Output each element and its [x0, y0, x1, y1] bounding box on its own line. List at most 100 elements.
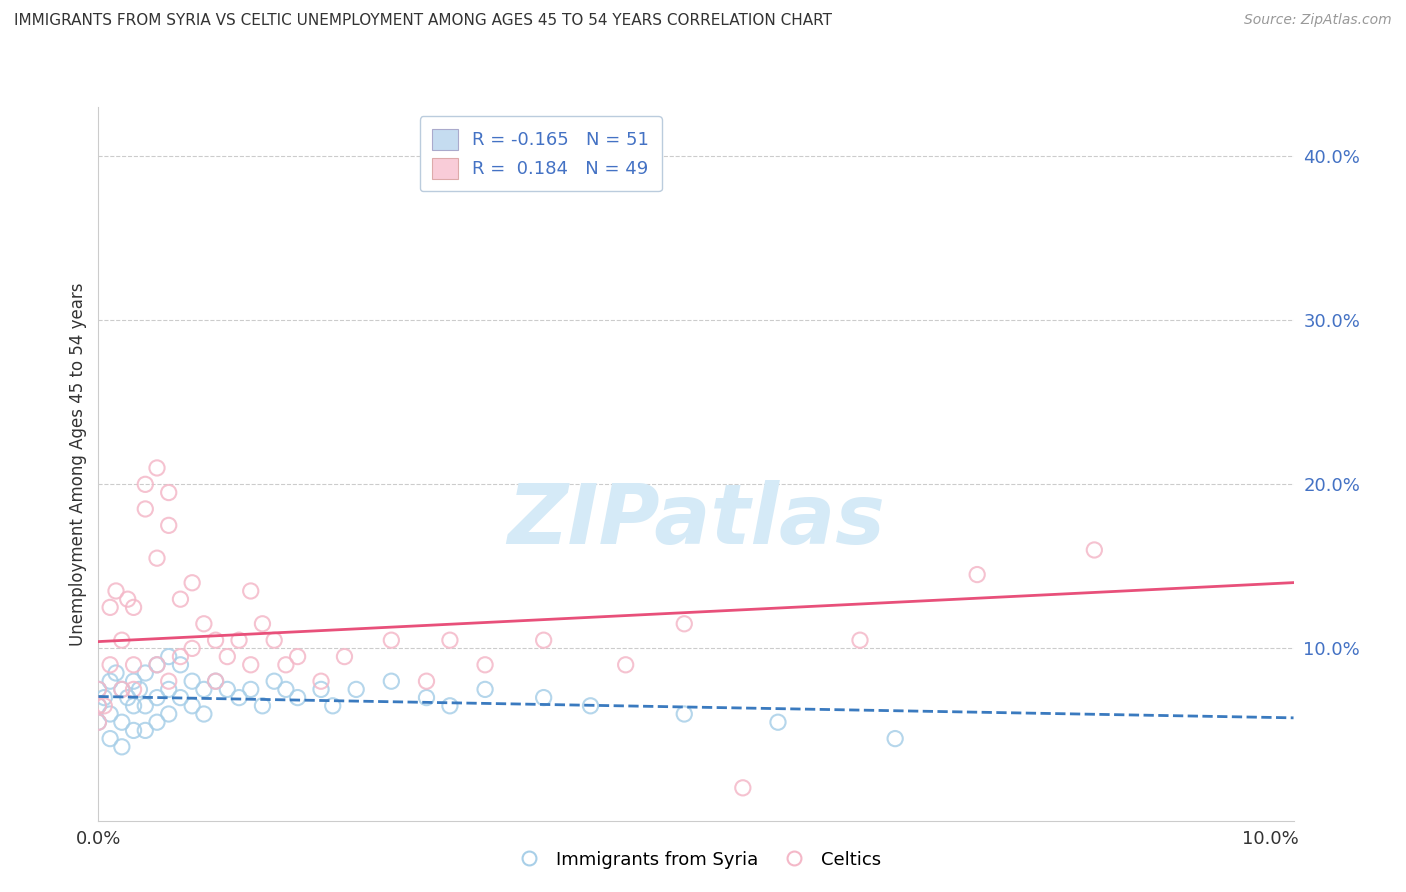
Point: [614, 657, 637, 672]
Point: [239, 584, 262, 599]
Point: [117, 592, 139, 607]
Point: [193, 682, 215, 697]
Point: [181, 575, 204, 590]
Point: [146, 657, 169, 672]
Point: [239, 682, 262, 697]
Point: [87, 698, 110, 713]
Point: [98, 600, 121, 615]
Point: [439, 698, 461, 713]
Point: [122, 674, 145, 689]
Point: [380, 674, 402, 689]
Point: [157, 649, 180, 664]
Point: [111, 739, 134, 754]
Text: IMMIGRANTS FROM SYRIA VS CELTIC UNEMPLOYMENT AMONG AGES 45 TO 54 YEARS CORRELATI: IMMIGRANTS FROM SYRIA VS CELTIC UNEMPLOY…: [14, 13, 832, 29]
Point: [239, 657, 262, 672]
Point: [579, 698, 602, 713]
Point: [146, 551, 169, 566]
Point: [98, 674, 121, 689]
Point: [93, 690, 115, 705]
Point: [122, 723, 145, 738]
Point: [309, 682, 332, 697]
Point: [134, 723, 156, 738]
Point: [134, 698, 156, 713]
Point: [228, 633, 250, 648]
Point: [474, 682, 496, 697]
Y-axis label: Unemployment Among Ages 45 to 54 years: Unemployment Among Ages 45 to 54 years: [69, 282, 87, 646]
Text: ZIPatlas: ZIPatlas: [508, 481, 884, 561]
Point: [252, 616, 274, 631]
Point: [181, 641, 204, 656]
Point: [157, 674, 180, 689]
Point: [122, 698, 145, 713]
Point: [966, 567, 988, 582]
Point: [93, 698, 115, 713]
Point: [439, 633, 461, 648]
Point: [87, 682, 110, 697]
Point: [98, 706, 121, 721]
Point: [146, 690, 169, 705]
Point: [263, 633, 285, 648]
Point: [157, 706, 180, 721]
Point: [333, 649, 356, 664]
Point: [98, 657, 121, 672]
Point: [322, 698, 344, 713]
Point: [157, 682, 180, 697]
Point: [252, 698, 274, 713]
Point: [309, 674, 332, 689]
Point: [122, 682, 145, 697]
Point: [415, 674, 437, 689]
Point: [1083, 543, 1105, 558]
Point: [673, 616, 696, 631]
Point: [228, 690, 250, 705]
Point: [181, 698, 204, 713]
Point: [217, 649, 239, 664]
Point: [122, 600, 145, 615]
Legend: Immigrants from Syria, Celtics: Immigrants from Syria, Celtics: [503, 844, 889, 876]
Point: [415, 690, 437, 705]
Point: [87, 698, 110, 713]
Point: [105, 665, 128, 680]
Point: [122, 657, 145, 672]
Point: [474, 657, 496, 672]
Point: [146, 657, 169, 672]
Point: [146, 461, 169, 475]
Point: [87, 715, 110, 730]
Point: [533, 690, 555, 705]
Point: [263, 674, 285, 689]
Text: Source: ZipAtlas.com: Source: ZipAtlas.com: [1244, 13, 1392, 28]
Point: [169, 657, 191, 672]
Point: [87, 715, 110, 730]
Point: [111, 633, 134, 648]
Point: [111, 682, 134, 697]
Point: [157, 518, 180, 533]
Point: [217, 682, 239, 697]
Point: [111, 715, 134, 730]
Point: [673, 706, 696, 721]
Point: [380, 633, 402, 648]
Point: [117, 690, 139, 705]
Point: [157, 485, 180, 500]
Point: [105, 584, 128, 599]
Point: [274, 657, 297, 672]
Point: [287, 690, 309, 705]
Point: [204, 674, 226, 689]
Point: [134, 665, 156, 680]
Point: [344, 682, 367, 697]
Point: [193, 616, 215, 631]
Point: [204, 633, 226, 648]
Point: [849, 633, 872, 648]
Point: [98, 731, 121, 746]
Point: [884, 731, 907, 746]
Point: [533, 633, 555, 648]
Point: [204, 674, 226, 689]
Point: [128, 682, 150, 697]
Point: [287, 649, 309, 664]
Point: [766, 715, 789, 730]
Point: [169, 649, 191, 664]
Point: [146, 715, 169, 730]
Point: [731, 780, 754, 795]
Point: [193, 706, 215, 721]
Point: [134, 502, 156, 516]
Point: [87, 682, 110, 697]
Point: [134, 477, 156, 491]
